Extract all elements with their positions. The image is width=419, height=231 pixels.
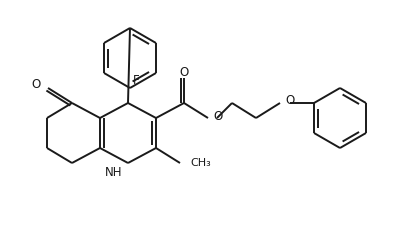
Text: O: O (285, 94, 294, 107)
Text: O: O (31, 79, 41, 91)
Text: CH₃: CH₃ (190, 158, 211, 168)
Text: F: F (133, 73, 139, 86)
Text: NH: NH (105, 165, 123, 179)
Text: O: O (213, 109, 222, 122)
Text: O: O (179, 67, 189, 79)
